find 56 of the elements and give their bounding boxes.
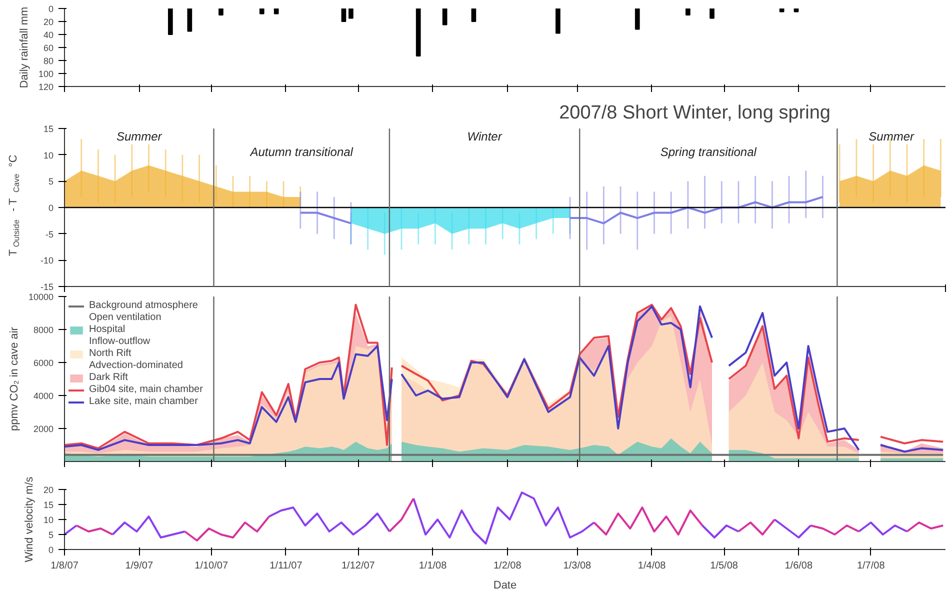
annotation: Spring transitional [660, 145, 757, 160]
annotation: Summer [868, 129, 916, 144]
x-tick-label: 1/5/08 [710, 560, 738, 572]
x-tick-label: 1/12/07 [341, 560, 376, 572]
y-tick-label: -10 [40, 256, 54, 266]
legend-label: Hospital [89, 324, 126, 335]
y-tick-label: 10 [43, 515, 54, 525]
x-axis-title: Date [493, 580, 517, 592]
annotation: Summer [116, 129, 163, 144]
annotation: Open ventilation [89, 312, 162, 323]
y-tick-label: 20 [43, 17, 54, 27]
y-tick-label: 100 [38, 69, 54, 79]
y-tick-label: -5 [46, 229, 54, 240]
y-tick-label: -15 [40, 282, 54, 292]
y-tick-label: 20 [43, 485, 54, 495]
x-tick-label: 1/7/08 [856, 560, 886, 572]
x-tick-label: 1/1/08 [418, 560, 448, 572]
y-tick-label: 15 [43, 500, 54, 510]
y-tick-label: 15 [43, 124, 54, 134]
y-tick-label: 10000 [28, 292, 54, 302]
legend-label: North Rift [89, 348, 132, 359]
y-axis-title: ppmv CO₂ in cave air [8, 326, 20, 431]
y-tick-label: 2000 [33, 424, 54, 434]
x-tick-label: 1/9/07 [125, 560, 154, 572]
y-axis-title: Wind velocity m/s [23, 476, 36, 562]
y-tick-label: 40 [43, 30, 54, 40]
x-tick-label: 1/2/08 [494, 560, 522, 572]
y-tick-label: 10 [43, 150, 54, 160]
y-tick-label: 6000 [33, 358, 54, 368]
x-tick-label: 1/11/07 [270, 560, 303, 572]
y-tick-label: 8000 [33, 325, 54, 335]
chart-title: 2007/8 Short Winter, long spring [559, 102, 830, 124]
y-tick-label: 120 [38, 82, 54, 92]
y-axis-title: TOutside - TCave °C [8, 154, 22, 256]
x-tick-label: 1/3/08 [563, 560, 592, 572]
y-axis-title: Daily rainfall mm [18, 6, 30, 88]
y-tick-label: 0 [48, 4, 54, 14]
y-tick-label: 4000 [33, 391, 54, 401]
y-tick-label: 60 [43, 43, 54, 53]
x-tick-label: 1/4/08 [638, 560, 666, 572]
legend-label: Dark Rift [89, 372, 128, 383]
x-tick-label: 1/8/07 [50, 560, 79, 572]
y-tick-label: 5 [48, 176, 54, 187]
annotation: Autumn transitional [249, 145, 354, 160]
x-tick-label: 1/10/07 [194, 560, 228, 572]
annotation: Inflow-outflow [89, 336, 150, 347]
x-tick-label: 1/6/08 [784, 560, 814, 572]
y-tick-label: 80 [43, 56, 54, 66]
annotation: Advection-dominated [89, 360, 183, 371]
y-tick-label: 0 [48, 203, 54, 213]
legend-label: Lake site, main chamber [89, 396, 198, 407]
legend-label: Background atmosphere [89, 300, 198, 311]
y-tick-label: 0 [48, 545, 54, 555]
legend-label: Gib04 site, main chamber [89, 384, 203, 395]
annotation: Winter [467, 129, 503, 144]
y-tick-label: 5 [48, 530, 54, 540]
